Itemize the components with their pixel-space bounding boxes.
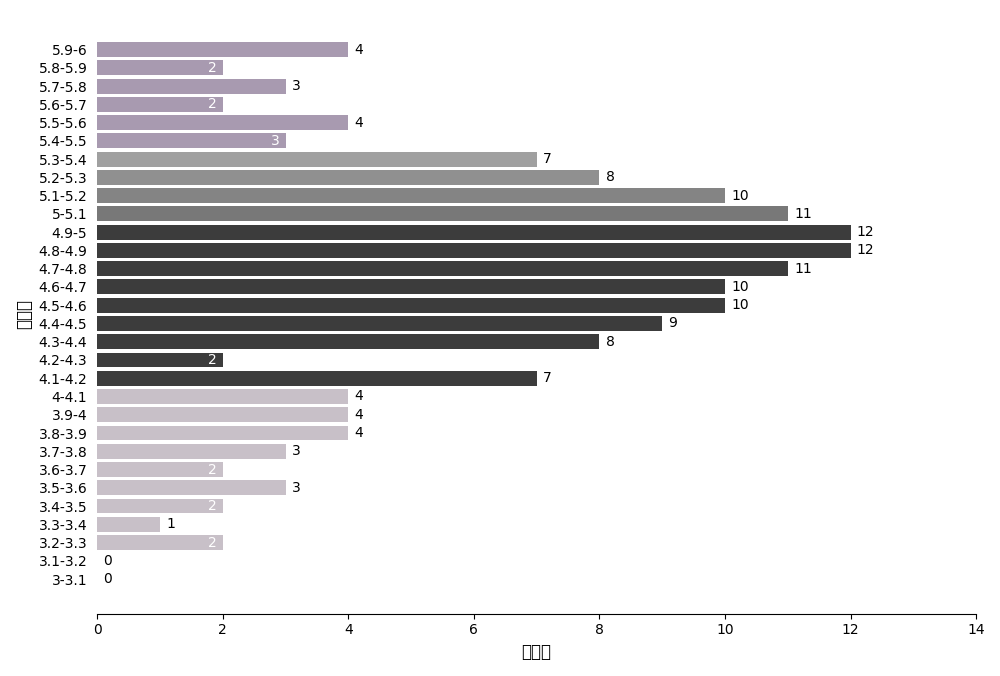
Text: 7: 7 [543, 152, 552, 166]
Text: 8: 8 [606, 335, 615, 349]
Bar [97, 334, 599, 349]
Bar [97, 188, 725, 203]
Bar [97, 370, 537, 386]
Text: 4: 4 [355, 43, 363, 57]
Text: 10: 10 [731, 189, 749, 203]
Bar [97, 78, 286, 94]
Bar [97, 407, 348, 422]
Bar [97, 115, 348, 130]
Y-axis label: 分値段: 分値段 [15, 299, 33, 329]
Text: 7: 7 [543, 371, 552, 385]
Text: 8: 8 [606, 170, 615, 185]
Text: 11: 11 [794, 207, 812, 221]
Bar [97, 261, 788, 276]
Bar [97, 443, 286, 459]
Bar [97, 133, 286, 149]
Text: 0: 0 [103, 572, 112, 586]
Text: 2: 2 [208, 97, 216, 112]
Text: 4: 4 [355, 389, 363, 404]
Text: 12: 12 [857, 243, 875, 258]
Bar [97, 425, 348, 441]
Text: 2: 2 [208, 499, 216, 513]
Text: 9: 9 [669, 316, 677, 331]
Bar [97, 316, 662, 331]
Bar [97, 60, 223, 76]
Bar [97, 279, 725, 295]
Text: 10: 10 [731, 298, 749, 312]
Text: 2: 2 [208, 353, 216, 367]
Text: 0: 0 [103, 554, 112, 568]
Bar [97, 243, 851, 258]
Bar [97, 462, 223, 477]
Text: 11: 11 [794, 262, 812, 276]
Text: 2: 2 [208, 462, 216, 477]
Text: 3: 3 [270, 134, 279, 148]
Bar [97, 224, 851, 240]
Text: 4: 4 [355, 426, 363, 440]
X-axis label: 样本数: 样本数 [522, 643, 552, 661]
Bar [97, 170, 599, 185]
Text: 3: 3 [292, 444, 301, 458]
Bar [97, 480, 286, 496]
Text: 3: 3 [292, 481, 301, 495]
Bar [97, 389, 348, 404]
Text: 2: 2 [208, 535, 216, 550]
Bar [97, 516, 160, 532]
Bar [97, 297, 725, 313]
Text: 1: 1 [166, 517, 175, 531]
Bar [97, 97, 223, 112]
Bar [97, 151, 537, 167]
Text: 3: 3 [292, 79, 301, 93]
Text: 4: 4 [355, 408, 363, 422]
Bar [97, 206, 788, 222]
Bar [97, 42, 348, 57]
Bar [97, 352, 223, 368]
Text: 12: 12 [857, 225, 875, 239]
Bar [97, 498, 223, 514]
Text: 10: 10 [731, 280, 749, 294]
Bar [97, 535, 223, 550]
Text: 2: 2 [208, 61, 216, 75]
Text: 4: 4 [355, 116, 363, 130]
